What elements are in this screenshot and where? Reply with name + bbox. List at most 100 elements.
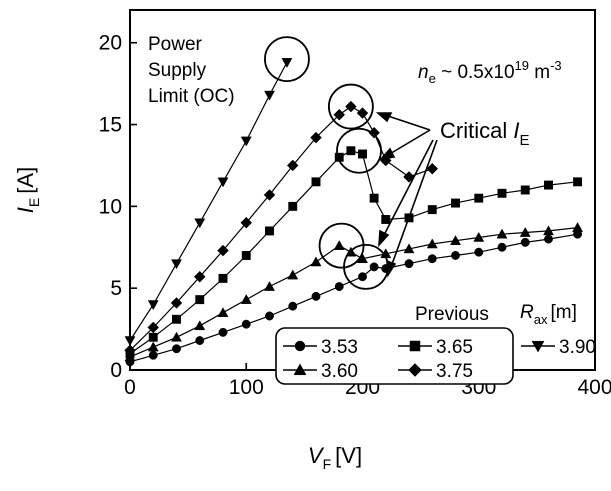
x-tick-label: 100 (229, 376, 264, 399)
legend-item-3.75: 3.75 (398, 361, 473, 382)
critical-circle (343, 244, 389, 290)
data-point (358, 149, 367, 159)
data-point (217, 244, 229, 257)
data-point (287, 269, 299, 280)
data-point (403, 243, 415, 254)
data-point (241, 251, 251, 260)
data-point (496, 228, 508, 239)
data-point (369, 262, 379, 272)
data-point (288, 201, 298, 211)
legend-label: 3.53 (321, 337, 358, 358)
data-point (170, 297, 183, 309)
data-point (148, 350, 158, 360)
data-point (310, 256, 322, 267)
data-point (497, 188, 507, 198)
data-point (218, 327, 228, 337)
legend-marker (409, 340, 421, 352)
critical-arrows (375, 112, 438, 278)
legend: 3.53 3.65 3.90 3.60 3.75 (283, 337, 596, 382)
legend-marker (294, 340, 306, 352)
data-point (124, 336, 136, 347)
legend-label: 3.60 (321, 361, 358, 382)
data-point (451, 198, 460, 208)
data-point (194, 320, 206, 331)
data-point (286, 159, 299, 172)
data-point (172, 314, 181, 324)
series-3.75 (124, 100, 439, 357)
series-3.90 (124, 58, 293, 347)
legend-box (275, 327, 514, 385)
legend-marker (531, 340, 545, 353)
data-point (264, 280, 275, 291)
data-point (334, 282, 344, 291)
legend-item-3.53: 3.53 (283, 337, 358, 358)
data-point (264, 90, 275, 101)
critical-circle (327, 83, 374, 130)
data-point (426, 238, 438, 249)
data-point (474, 247, 484, 257)
data-point (147, 300, 159, 311)
legend-label: 3.65 (436, 337, 473, 358)
data-point (474, 193, 484, 203)
power-supply-label: Supply (148, 60, 207, 81)
density-label: ne ~ 0.5x1019 m-3 (418, 58, 562, 86)
critical-circles (264, 36, 389, 290)
y-tick-label: 0 (110, 359, 122, 382)
critical-ie-label: Critical IE (440, 118, 529, 149)
data-point (172, 344, 181, 354)
data-point (519, 226, 531, 237)
data-point (497, 242, 507, 252)
series-line (129, 62, 288, 341)
y-tick-label: 20 (99, 32, 122, 55)
data-point (544, 234, 553, 244)
data-point (404, 259, 414, 269)
data-point (171, 331, 182, 342)
y-tick-label: 10 (99, 195, 122, 218)
critical-circle (336, 127, 382, 174)
legend-label: 3.75 (436, 361, 473, 382)
data-point (310, 131, 322, 144)
data-point (217, 307, 229, 318)
data-point (311, 177, 321, 187)
data-point (345, 100, 357, 113)
data-point (427, 254, 437, 264)
data-point (288, 301, 298, 311)
series-line (129, 150, 578, 355)
data-point (356, 107, 369, 119)
data-point (265, 311, 274, 321)
data-point (240, 136, 252, 147)
data-point (263, 189, 276, 201)
x-tick-label: 0 (124, 376, 136, 399)
series-layer (124, 58, 584, 367)
data-point (450, 235, 461, 246)
data-point (368, 126, 380, 139)
power-supply-label: Limit (OC) (148, 86, 235, 107)
series-3.65 (125, 146, 583, 359)
data-point (427, 205, 437, 215)
data-point (358, 272, 367, 282)
series-3.53 (125, 229, 583, 367)
y-tick-label: 5 (110, 277, 122, 300)
data-point (311, 291, 321, 301)
data-point (346, 146, 356, 156)
y-axis-ticks: 0 5 10 15 20 (99, 32, 137, 382)
data-point (520, 185, 530, 195)
legend-item-3.60: 3.60 (283, 361, 358, 382)
data-point (369, 193, 379, 203)
legend-marker (408, 363, 422, 377)
y-axis-title: IE[A] (13, 167, 42, 213)
data-point (194, 218, 206, 229)
data-point (240, 216, 253, 229)
data-point (148, 332, 158, 342)
data-point (573, 177, 583, 187)
data-point (147, 321, 160, 334)
legend-item-3.65: 3.65 (398, 337, 473, 358)
data-point (265, 226, 274, 236)
critical-circle (264, 36, 310, 82)
data-point (218, 273, 228, 283)
legend-title: Previous (415, 304, 489, 325)
legend-title-var: Rax [m] (520, 302, 577, 327)
data-point (124, 344, 136, 357)
power-supply-label: Power (148, 34, 203, 55)
